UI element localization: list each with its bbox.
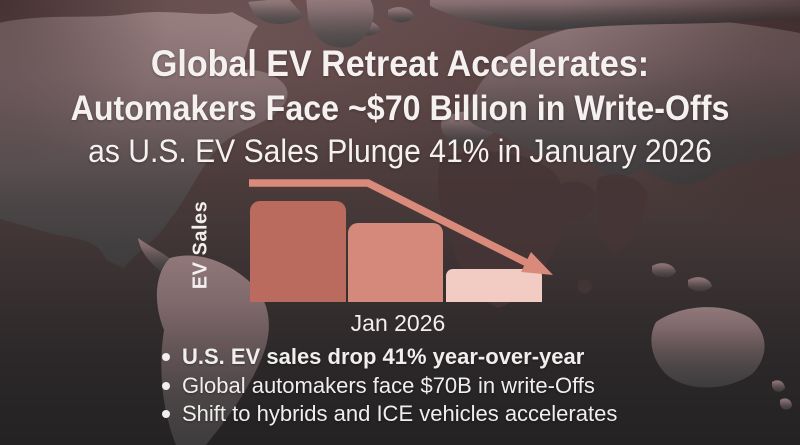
headline-line2: Automakers Face ~$70 Billion in Write-Of… <box>70 89 730 128</box>
central-america-shape <box>138 238 174 272</box>
list-item: Global automakers face $70B in write-Off… <box>162 372 617 401</box>
headline-line3: as U.S. EV Sales Plunge 41% in January 2… <box>88 133 712 169</box>
greenland-shape <box>306 0 374 48</box>
list-item: Shift to hybrids and ICE vehicles accele… <box>162 400 617 429</box>
arctic-strip-shape <box>430 0 800 31</box>
bullet-text: Global automakers face $70B in write-Off… <box>182 372 595 398</box>
headline: Global EV Retreat Accelerates: Automaker… <box>0 40 800 171</box>
y-axis-label: EV Sales <box>189 200 212 290</box>
bullet-text: Shift to hybrids and ICE vehicles accele… <box>182 401 618 426</box>
bullet-icon <box>162 353 170 361</box>
bullet-text: U.S. EV sales drop 41% year-over-year <box>182 344 585 369</box>
bar <box>446 269 542 302</box>
india-shape <box>596 174 648 256</box>
australia-shape <box>651 307 765 388</box>
x-axis-label: Jan 2026 <box>350 310 446 336</box>
bullet-icon <box>162 381 170 390</box>
list-item: U.S. EV sales drop 41% year-over-year <box>162 343 617 372</box>
bar <box>250 201 346 302</box>
madagascar-shape <box>578 279 592 294</box>
north-america-shape <box>0 12 288 268</box>
south-america-shape <box>156 255 269 445</box>
arabia-shape <box>553 181 598 222</box>
bullet-icon <box>162 410 170 418</box>
bar <box>348 223 443 302</box>
asia-shape <box>466 18 800 185</box>
headline-line1: Global EV Retreat Accelerates: <box>150 43 650 84</box>
key-points-list: U.S. EV sales drop 41% year-over-year Gl… <box>162 343 617 429</box>
